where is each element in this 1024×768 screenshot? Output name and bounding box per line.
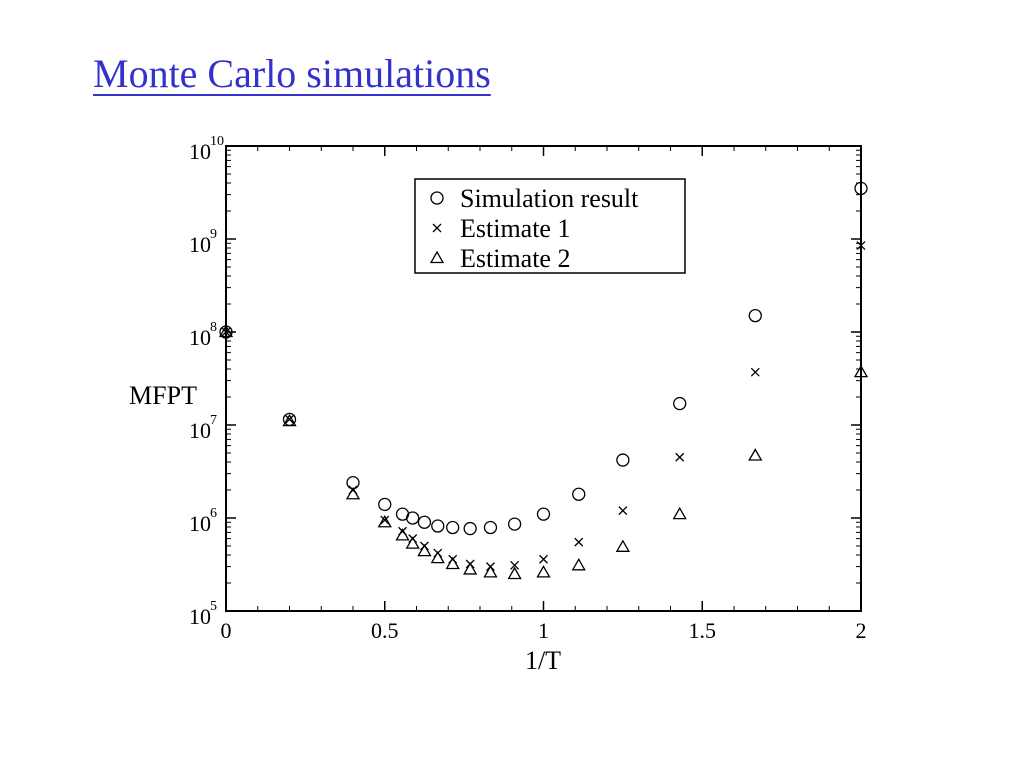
legend-label-estimate-1: Estimate 1 bbox=[460, 214, 570, 243]
legend-marker-series-1 bbox=[430, 191, 444, 205]
data-point-series-1 bbox=[346, 475, 360, 490]
data-point-series-1 bbox=[431, 519, 445, 533]
x-tick-label: 1 bbox=[538, 618, 549, 643]
data-point-series-3 bbox=[853, 364, 869, 378]
legend: Simulation result Estimate 1 Estimate 2 bbox=[414, 178, 686, 274]
data-point-series-3 bbox=[430, 550, 445, 564]
legend-label-estimate-2: Estimate 2 bbox=[460, 244, 570, 273]
x-tick-label: 1.5 bbox=[689, 618, 717, 643]
data-point-series-3 bbox=[507, 566, 522, 580]
x-axis-label: 1/T bbox=[525, 646, 561, 675]
y-tick-label: 10 bbox=[189, 325, 211, 350]
legend-marker-series-3 bbox=[429, 250, 445, 264]
data-point-series-2 bbox=[510, 560, 520, 570]
data-point-series-2 bbox=[856, 241, 866, 251]
y-axis-label: MFPT bbox=[129, 381, 197, 410]
data-point-series-1 bbox=[616, 453, 630, 467]
data-point-series-3 bbox=[282, 413, 297, 427]
legend-markers bbox=[429, 191, 445, 264]
y-tick-exponent: 6 bbox=[210, 506, 217, 521]
x-tick-label: 2 bbox=[856, 618, 867, 643]
legend-box bbox=[414, 178, 686, 274]
y-tick-label: 10 bbox=[189, 604, 211, 629]
data-point-series-3 bbox=[571, 557, 586, 571]
data-point-series-3 bbox=[445, 556, 460, 570]
y-tick-label: 10 bbox=[189, 511, 211, 536]
data-point-series-3 bbox=[395, 528, 410, 541]
legend-label-simulation: Simulation result bbox=[460, 184, 639, 213]
data-point-series-1 bbox=[406, 511, 420, 525]
legend-marker-series-2 bbox=[432, 223, 442, 233]
data-point-series-1 bbox=[446, 520, 460, 535]
data-point-series-3 bbox=[417, 543, 432, 557]
data-point-series-1 bbox=[483, 520, 498, 535]
y-tick-label: 10 bbox=[189, 139, 211, 164]
data-point-series-1 bbox=[417, 515, 432, 529]
data-point-series-2 bbox=[539, 554, 548, 564]
data-point-series-3 bbox=[345, 486, 361, 500]
data-point-series-1 bbox=[748, 308, 762, 323]
data-point-series-3 bbox=[483, 565, 498, 578]
data-point-series-3 bbox=[748, 448, 763, 461]
data-point-series-3 bbox=[218, 324, 234, 338]
data-point-series-3 bbox=[463, 562, 478, 575]
data-point-series-3 bbox=[377, 514, 392, 528]
y-tick-label: 10 bbox=[189, 232, 211, 257]
x-tick-label: 0.5 bbox=[371, 618, 399, 643]
y-tick-exponent: 8 bbox=[210, 320, 217, 335]
data-markers bbox=[218, 181, 869, 580]
data-point-series-3 bbox=[405, 536, 420, 549]
data-point-series-1 bbox=[854, 181, 868, 196]
y-tick-exponent: 9 bbox=[210, 227, 217, 242]
data-point-series-2 bbox=[285, 414, 294, 424]
data-point-series-2 bbox=[618, 506, 628, 516]
data-point-series-3 bbox=[536, 565, 551, 578]
data-point-series-1 bbox=[536, 507, 551, 521]
data-point-series-2 bbox=[750, 367, 760, 377]
axis-ticks bbox=[225, 145, 862, 612]
data-point-series-2 bbox=[675, 452, 685, 462]
slide-title: Monte Carlo simulations bbox=[93, 51, 491, 96]
data-point-series-1 bbox=[507, 517, 522, 531]
data-point-series-2 bbox=[380, 515, 390, 525]
data-point-series-3 bbox=[615, 539, 630, 552]
y-tick-label: 10 bbox=[189, 418, 211, 443]
data-point-series-2 bbox=[221, 327, 231, 337]
y-tick-exponent: 5 bbox=[210, 599, 217, 614]
y-tick-exponent: 7 bbox=[210, 413, 217, 428]
data-point-series-1 bbox=[463, 521, 477, 536]
data-point-series-1 bbox=[378, 497, 392, 512]
data-point-series-2 bbox=[574, 537, 584, 547]
data-point-series-1 bbox=[572, 487, 586, 501]
data-point-series-1 bbox=[673, 396, 687, 411]
y-tick-exponent: 10 bbox=[210, 134, 224, 149]
x-tick-label: 0 bbox=[221, 618, 232, 643]
data-point-series-3 bbox=[672, 506, 687, 520]
